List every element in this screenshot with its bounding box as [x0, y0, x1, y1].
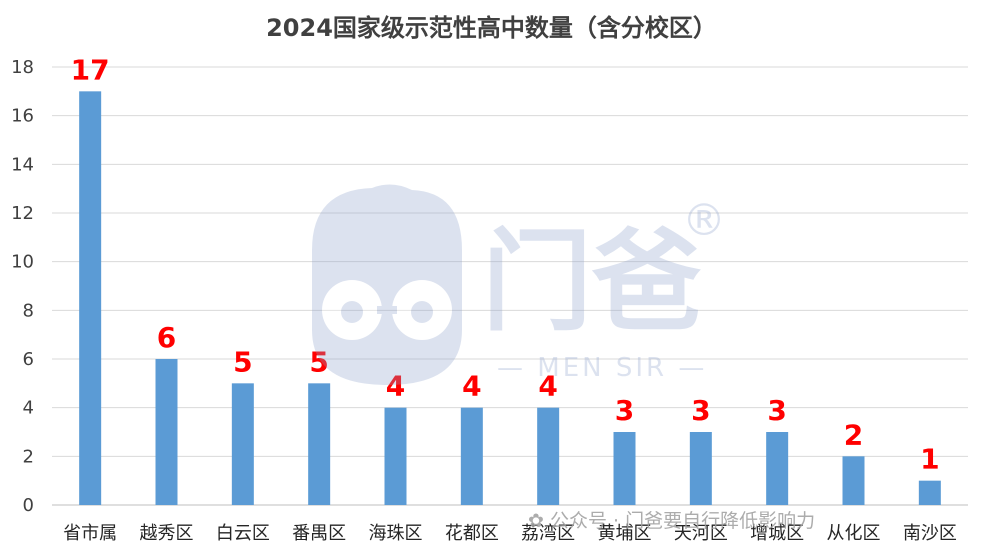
x-tick-label: 从化区 [827, 523, 881, 544]
bar [460, 407, 483, 505]
data-label: 4 [386, 370, 405, 403]
data-label: 3 [767, 394, 786, 427]
x-tick-label: 荔湾区 [521, 523, 575, 544]
y-tick-label: 4 [23, 398, 34, 419]
data-labels: 17 6 5 5 4 4 4 3 3 3 2 1 [71, 53, 940, 475]
bar [79, 91, 102, 505]
data-label: 6 [157, 321, 176, 354]
x-axis: 省市属 越秀区 白云区 番禺区 海珠区 花都区 荔湾区 黄埔区 天河区 增城区 从化区 南沙区 [63, 523, 957, 544]
x-tick-label: 海珠区 [369, 523, 423, 544]
x-tick-label: 南沙区 [903, 523, 957, 544]
chart-title: 2024国家级示范性高中数量（含分校区） [266, 14, 717, 42]
y-tick-label: 18 [11, 57, 34, 78]
x-tick-label: 天河区 [674, 523, 728, 544]
x-tick-label: 番禺区 [292, 523, 346, 544]
bar [918, 480, 941, 505]
x-tick-label: 越秀区 [140, 523, 194, 544]
data-label: 2 [844, 418, 863, 451]
data-label: 1 [920, 443, 939, 476]
y-tick-label: 2 [23, 446, 34, 467]
bar [384, 407, 407, 505]
bar [537, 407, 560, 505]
bar [689, 432, 712, 505]
x-tick-label: 白云区 [216, 523, 270, 544]
bar [231, 383, 254, 505]
y-tick-label: 12 [11, 203, 34, 224]
y-tick-label: 6 [23, 349, 34, 370]
x-tick-label: 花都区 [445, 523, 499, 544]
y-tick-label: 16 [11, 106, 34, 127]
x-tick-label: 增城区 [750, 523, 804, 544]
y-axis: 0 2 4 6 8 10 12 14 16 18 [11, 57, 34, 516]
data-label: 5 [309, 345, 328, 378]
y-tick-label: 0 [23, 495, 34, 516]
bar [308, 383, 331, 505]
x-tick-label: 黄埔区 [598, 523, 652, 544]
data-label: 4 [538, 370, 557, 403]
y-tick-label: 10 [11, 252, 34, 273]
bar [842, 456, 865, 505]
data-label: 3 [615, 394, 634, 427]
y-tick-label: 8 [23, 300, 34, 321]
gridlines [52, 66, 968, 506]
bar [613, 432, 636, 505]
data-label: 4 [462, 370, 481, 403]
bar [155, 359, 178, 505]
bar [766, 432, 789, 505]
bars [79, 91, 941, 505]
data-label: 5 [233, 345, 252, 378]
x-tick-label: 省市属 [63, 523, 117, 544]
data-label: 3 [691, 394, 710, 427]
y-tick-label: 14 [11, 154, 34, 175]
data-label: 17 [71, 53, 110, 86]
